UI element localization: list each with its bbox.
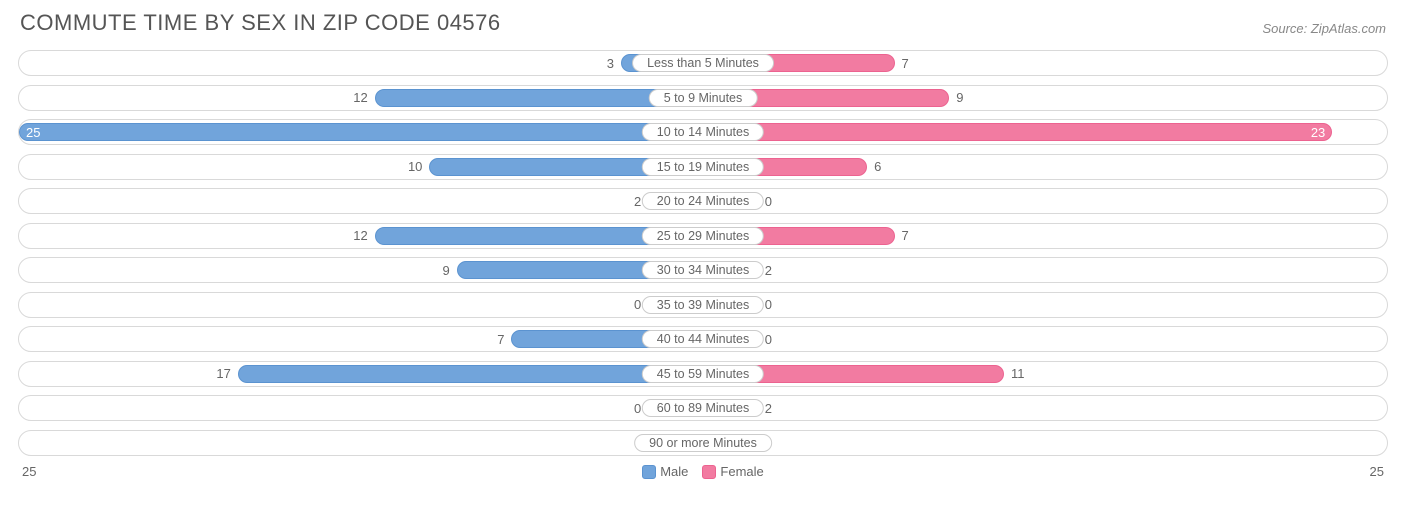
category-label: 90 or more Minutes (634, 434, 772, 452)
category-label: 25 to 29 Minutes (642, 227, 764, 245)
chart-row: 7 040 to 44 Minutes (18, 326, 1388, 352)
male-half: 7 (19, 327, 703, 351)
chart-row: 0090 or more Minutes (18, 430, 1388, 456)
legend-male-label: Male (660, 464, 688, 479)
category-label: 30 to 34 Minutes (642, 261, 764, 279)
male-value: 10 (401, 155, 429, 179)
axis-left-max: 25 (22, 464, 36, 479)
axis-right-max: 25 (1370, 464, 1384, 479)
chart-row: 3 7 Less than 5 Minutes (18, 50, 1388, 76)
male-value: 25 (19, 120, 47, 144)
female-half: 2 (703, 258, 1387, 282)
category-label: 40 to 44 Minutes (642, 330, 764, 348)
male-half: 3 (19, 51, 703, 75)
category-label: 45 to 59 Minutes (642, 365, 764, 383)
category-label: 60 to 89 Minutes (642, 399, 764, 417)
chart-row: 9 230 to 34 Minutes (18, 257, 1388, 283)
chart-row: 0035 to 39 Minutes (18, 292, 1388, 318)
female-value: 7 (895, 224, 916, 248)
male-half: 25 (19, 120, 703, 144)
female-value: 9 (949, 86, 970, 110)
female-swatch-icon (702, 465, 716, 479)
category-label: 5 to 9 Minutes (649, 89, 758, 107)
legend-male: Male (642, 464, 688, 479)
female-value: 23 (1304, 120, 1332, 144)
female-value: 6 (867, 155, 888, 179)
legend: Male Female (642, 464, 764, 479)
male-swatch-icon (642, 465, 656, 479)
chart-footer: 25 Male Female 25 (18, 464, 1388, 479)
chart-row: 10 6 15 to 19 Minutes (18, 154, 1388, 180)
female-half: 0 (703, 327, 1387, 351)
male-half: 0 (19, 293, 703, 317)
male-half: 0 (19, 396, 703, 420)
legend-female: Female (702, 464, 763, 479)
female-half: 23 (703, 120, 1387, 144)
chart-row: 0260 to 89 Minutes (18, 395, 1388, 421)
male-half: 17 (19, 362, 703, 386)
male-value: 12 (346, 224, 374, 248)
chart-title: COMMUTE TIME BY SEX IN ZIP CODE 04576 (20, 10, 501, 36)
male-bar (238, 365, 703, 383)
female-value: 11 (1004, 362, 1032, 386)
male-half: 0 (19, 431, 703, 455)
male-value: 9 (436, 258, 457, 282)
female-half: 11 (703, 362, 1387, 386)
female-half: 7 (703, 51, 1387, 75)
male-value: 17 (209, 362, 237, 386)
chart-row: 12 7 25 to 29 Minutes (18, 223, 1388, 249)
male-value: 7 (490, 327, 511, 351)
diverging-bar-chart: 3 7 Less than 5 Minutes 12 9 5 to 9 Minutes 25… (18, 50, 1388, 456)
female-bar (703, 123, 1332, 141)
male-half: 2 (19, 189, 703, 213)
male-value: 3 (600, 51, 621, 75)
chart-source: Source: ZipAtlas.com (1262, 21, 1386, 36)
category-label: 15 to 19 Minutes (642, 158, 764, 176)
legend-female-label: Female (720, 464, 763, 479)
female-half: 9 (703, 86, 1387, 110)
chart-header: COMMUTE TIME BY SEX IN ZIP CODE 04576 So… (18, 10, 1388, 36)
chart-row: 25 23 10 to 14 Minutes (18, 119, 1388, 145)
female-half: 7 (703, 224, 1387, 248)
male-half: 12 (19, 224, 703, 248)
male-half: 10 (19, 155, 703, 179)
male-bar (19, 123, 703, 141)
category-label: Less than 5 Minutes (632, 54, 774, 72)
female-half: 0 (703, 293, 1387, 317)
male-half: 9 (19, 258, 703, 282)
chart-row: 17 11 45 to 59 Minutes (18, 361, 1388, 387)
female-value: 7 (895, 51, 916, 75)
chart-row: 2020 to 24 Minutes (18, 188, 1388, 214)
category-label: 20 to 24 Minutes (642, 192, 764, 210)
chart-row: 12 9 5 to 9 Minutes (18, 85, 1388, 111)
female-half: 0 (703, 431, 1387, 455)
female-half: 6 (703, 155, 1387, 179)
male-value: 12 (346, 86, 374, 110)
female-half: 2 (703, 396, 1387, 420)
female-half: 0 (703, 189, 1387, 213)
category-label: 10 to 14 Minutes (642, 123, 764, 141)
category-label: 35 to 39 Minutes (642, 296, 764, 314)
male-half: 12 (19, 86, 703, 110)
